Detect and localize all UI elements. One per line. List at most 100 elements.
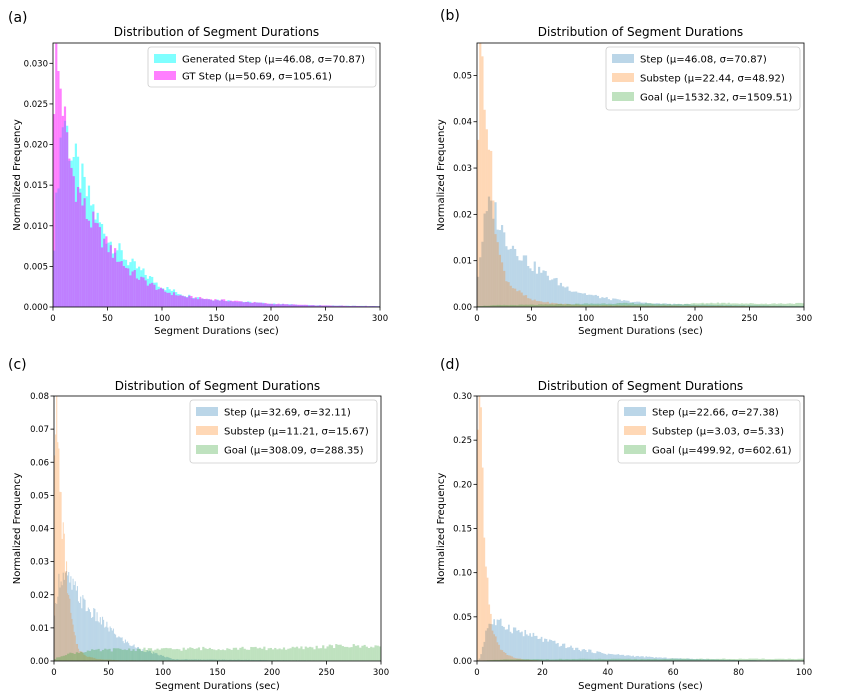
- histogram-bar: [69, 582, 71, 661]
- x-tick-label: 300: [373, 668, 389, 678]
- histogram-bar: [794, 659, 798, 661]
- histogram-bar: [172, 292, 176, 307]
- histogram-bar: [129, 275, 132, 307]
- histogram-bar: [225, 300, 228, 307]
- y-tick-label: 0.25: [453, 436, 472, 446]
- histogram-bar: [213, 659, 215, 661]
- histogram-bar: [507, 282, 510, 307]
- y-tick-label: 0.20: [453, 480, 472, 490]
- histogram-bar: [721, 302, 724, 307]
- histogram-bar: [67, 593, 69, 661]
- histogram-bar: [544, 638, 546, 661]
- histogram-bar: [668, 303, 672, 307]
- histogram-bar: [82, 652, 85, 661]
- histogram-bar: [558, 658, 563, 661]
- histogram-bar: [666, 304, 669, 307]
- histogram-bar: [734, 306, 737, 307]
- histogram-bar: [801, 303, 804, 307]
- histogram-bar: [91, 617, 93, 661]
- histogram-bar: [100, 247, 104, 307]
- histogram-bar: [507, 249, 510, 307]
- histogram-bar: [687, 658, 690, 661]
- histogram-bar: [258, 660, 261, 661]
- histogram-bar: [264, 660, 266, 661]
- histogram-bar: [738, 660, 741, 661]
- histogram-bar: [62, 655, 65, 661]
- histogram-bar: [689, 659, 693, 661]
- histogram-bar: [674, 658, 677, 661]
- histogram-bar: [611, 654, 613, 661]
- histogram-bar: [268, 303, 271, 307]
- histogram-bar: [679, 304, 682, 307]
- histogram-bar: [237, 659, 239, 661]
- histogram-bar: [270, 660, 272, 661]
- histogram-bar: [236, 659, 238, 661]
- histogram-bar: [285, 649, 288, 661]
- histogram-bar: [289, 648, 292, 661]
- histogram-bar: [721, 305, 724, 307]
- histogram-bar: [793, 305, 796, 307]
- histogram-bar: [232, 647, 235, 661]
- histogram-bar: [255, 659, 257, 661]
- histogram-bar: [681, 304, 685, 307]
- histogram-bar: [370, 646, 373, 661]
- series-goal: [477, 302, 804, 307]
- histogram-bar: [215, 659, 217, 661]
- histogram-bar: [305, 304, 309, 307]
- histogram-bar: [725, 303, 728, 307]
- histogram-bar: [663, 657, 666, 661]
- legend-swatch: [196, 426, 218, 435]
- histogram-bar: [68, 158, 71, 307]
- histogram-bar: [643, 657, 646, 661]
- histogram-bar: [738, 305, 741, 307]
- histogram-bar: [625, 305, 628, 307]
- histogram-bar: [183, 659, 185, 661]
- histogram-bar: [668, 305, 672, 307]
- histogram-bar: [666, 305, 669, 307]
- histogram-bar: [560, 645, 563, 661]
- histogram-bar: [754, 658, 759, 661]
- histogram-bar: [478, 396, 481, 661]
- histogram-bar: [498, 254, 501, 307]
- histogram-bar: [83, 654, 85, 661]
- histogram-bar: [116, 660, 118, 661]
- histogram-bar: [271, 303, 274, 307]
- histogram-bar: [122, 266, 125, 307]
- histogram-bar: [715, 659, 718, 661]
- histogram-bar: [223, 299, 226, 307]
- histogram-bar: [503, 651, 505, 661]
- histogram-bar: [222, 659, 225, 661]
- histogram-bar: [61, 115, 64, 307]
- histogram-bar: [60, 656, 63, 661]
- histogram-bar: [139, 648, 141, 661]
- histogram-bar: [272, 649, 275, 661]
- histogram-bar: [616, 305, 619, 307]
- histogram-bar: [740, 306, 743, 307]
- histogram-bar: [195, 659, 197, 661]
- histogram-bar: [790, 305, 794, 307]
- histogram-bar: [753, 303, 757, 307]
- histogram-bar: [766, 305, 770, 307]
- histogram-bar: [605, 304, 608, 307]
- histogram-bar: [372, 647, 375, 661]
- histogram-bar: [304, 646, 307, 661]
- histogram-bar: [89, 612, 92, 661]
- histogram-bar: [504, 652, 507, 661]
- histogram-bar: [220, 299, 224, 307]
- histogram-bar: [477, 139, 480, 307]
- histogram-bar: [714, 305, 717, 307]
- histogram-bar: [660, 657, 662, 661]
- histogram-bar: [362, 306, 365, 307]
- legend-swatch: [612, 92, 634, 101]
- histogram-bar: [254, 646, 257, 661]
- histogram-bar: [708, 304, 711, 307]
- histogram-bar: [740, 660, 742, 661]
- histogram-bar: [512, 627, 515, 661]
- histogram-bar: [105, 626, 107, 661]
- histogram-bar: [112, 628, 114, 661]
- histogram-bar: [98, 659, 100, 661]
- histogram-bar: [218, 300, 221, 307]
- panel-1: (b) Distribution of Segment Durations 0 50 1…: [436, 8, 812, 337]
- histogram-bar: [159, 287, 162, 307]
- histogram-bar: [313, 649, 316, 661]
